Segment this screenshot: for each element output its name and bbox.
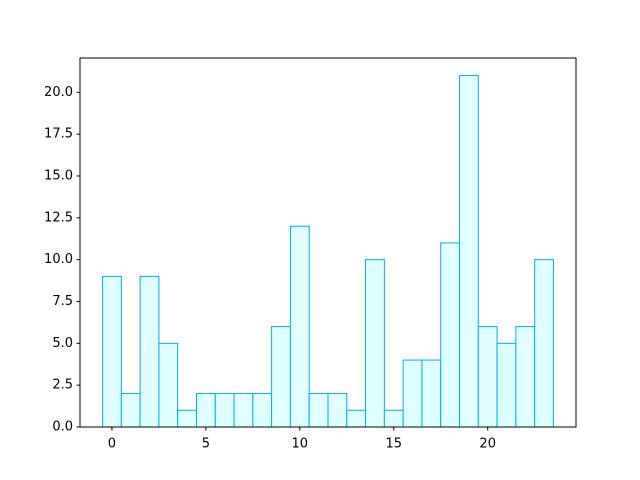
bar: [515, 326, 536, 428]
bar: [459, 75, 479, 428]
bar: [158, 342, 179, 428]
bar: [327, 393, 348, 428]
y-tick-label: 15.0: [44, 168, 73, 183]
bar: [102, 275, 122, 428]
bar: [421, 359, 442, 428]
y-tick-label: 17.5: [44, 127, 73, 142]
x-tick-label: 5: [202, 437, 210, 452]
bar: [308, 393, 329, 428]
y-tick-label: 12.5: [44, 210, 73, 225]
bar: [233, 393, 254, 428]
y-tick-label: 10.0: [44, 252, 73, 267]
bar: [534, 259, 554, 428]
bar: [271, 326, 291, 428]
bar: [120, 393, 141, 428]
bar: [402, 359, 423, 428]
bar: [289, 225, 310, 428]
bar: [214, 393, 235, 428]
bar: [252, 393, 273, 428]
bar: [365, 259, 385, 428]
plot-frame: [79, 57, 577, 428]
bar: [195, 393, 216, 428]
y-tick-label: 5.0: [52, 336, 73, 351]
y-tick-label: 2.5: [52, 378, 73, 393]
bar: [139, 275, 160, 428]
y-tick-label: 20.0: [44, 85, 73, 100]
x-tick-label: 20: [479, 437, 496, 452]
y-tick-label: 7.5: [52, 294, 73, 309]
x-tick-label: 10: [292, 437, 309, 452]
bar: [496, 342, 517, 428]
x-tick-label: 15: [385, 437, 402, 452]
bar: [440, 242, 461, 428]
bar: [177, 409, 197, 428]
bar: [477, 326, 498, 428]
bar: [383, 409, 404, 428]
x-tick-label: 0: [108, 437, 116, 452]
bar: [346, 409, 367, 428]
y-tick-label: 0.0: [52, 420, 73, 435]
